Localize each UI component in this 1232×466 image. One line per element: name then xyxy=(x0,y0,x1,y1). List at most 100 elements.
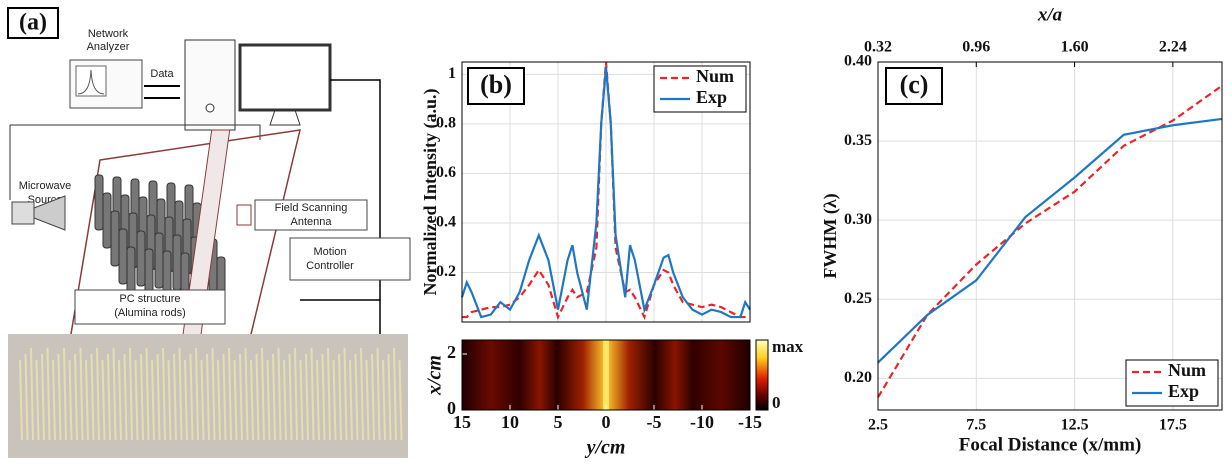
photo-rod xyxy=(376,347,381,441)
rod xyxy=(118,228,128,285)
legend-label: Exp xyxy=(1168,381,1199,401)
photo-rods xyxy=(19,347,403,441)
photo-rod xyxy=(90,353,95,441)
structure-label: (Alumina rods) xyxy=(114,307,186,319)
antenna-label: Antenna xyxy=(291,216,333,228)
cable xyxy=(10,124,261,140)
x-axis-label: Focal Distance (x/mm) xyxy=(959,434,1142,455)
photo-rod xyxy=(206,353,210,441)
y-tick-label: 0.25 xyxy=(844,290,872,307)
photo-rod xyxy=(305,353,309,441)
x-tick-label: -10 xyxy=(690,412,714,432)
photo-rod xyxy=(360,347,364,441)
photo-rod xyxy=(195,347,199,441)
analyzer-label: Network xyxy=(88,28,129,40)
x-tick-label: 17.5 xyxy=(1159,417,1187,434)
plot-frame xyxy=(877,61,1223,411)
rod xyxy=(172,234,182,291)
heatmap-peak xyxy=(603,340,609,410)
y-tick-label: 0.20 xyxy=(844,369,872,386)
x-tick-label: 12.5 xyxy=(1061,417,1089,434)
panel-a: (a) Network Analyzer Data Microwave Sour… xyxy=(7,7,411,458)
photo-rod xyxy=(233,359,238,441)
x-tick-label: 10 xyxy=(501,412,519,432)
x-tick-label: 7.5 xyxy=(966,417,986,434)
photo-rod xyxy=(266,359,271,441)
photo-rod xyxy=(288,353,293,441)
photo-rod xyxy=(167,359,172,441)
analyzer-trace xyxy=(77,69,105,95)
photo-rod xyxy=(398,359,403,441)
photo-rod xyxy=(327,347,331,441)
computer-button xyxy=(205,103,215,113)
plot-frame xyxy=(461,61,751,323)
photo-rod xyxy=(393,347,397,441)
monitor-stand xyxy=(269,109,301,126)
colorbar xyxy=(755,339,769,411)
colorbar-label: 0 xyxy=(772,393,781,412)
photo-rod xyxy=(79,347,84,441)
photo-rod xyxy=(354,353,359,441)
photo-rod xyxy=(310,347,315,441)
x2-tick-label: 1.60 xyxy=(1061,39,1089,56)
photo-rod xyxy=(112,347,117,441)
photo-rod xyxy=(52,359,56,441)
x2-axis-label: x/a xyxy=(1037,4,1063,25)
photo-rod xyxy=(96,347,100,441)
photo-rod xyxy=(74,353,78,441)
rod xyxy=(136,230,146,287)
photo-rod xyxy=(217,359,221,441)
monitor xyxy=(238,43,332,112)
photo-rod xyxy=(222,353,227,441)
photo-rod xyxy=(316,359,320,441)
photo-rod xyxy=(250,359,254,441)
line-series xyxy=(460,66,751,319)
legend-label: Exp xyxy=(696,87,727,107)
photo-rod xyxy=(277,347,282,441)
rod xyxy=(110,210,120,267)
photo-rod xyxy=(57,353,62,441)
photo-rod xyxy=(156,353,161,441)
rod xyxy=(94,174,104,231)
legend-label: Num xyxy=(696,66,734,86)
panel-label: (a) xyxy=(19,10,47,36)
y-tick-label: 2 xyxy=(447,342,456,362)
antenna xyxy=(236,204,252,226)
controller-label: Motion xyxy=(313,246,346,258)
photo-rod xyxy=(68,359,73,441)
plot-area xyxy=(878,62,1222,410)
photo-rod xyxy=(134,359,139,441)
colorbar-label: max xyxy=(772,337,804,356)
photo-rod xyxy=(294,347,298,441)
photo-rod xyxy=(145,347,150,441)
photo-rod xyxy=(30,347,34,441)
x-axis-label: y/cm xyxy=(585,437,626,459)
rods xyxy=(94,174,226,313)
photo-rod xyxy=(189,353,194,441)
x2-tick-label: 0.96 xyxy=(962,39,990,56)
source-label: Microwave xyxy=(19,180,72,192)
structure-box xyxy=(74,289,226,325)
photo-rod xyxy=(365,359,370,441)
photo-rod xyxy=(101,359,106,441)
controller-box xyxy=(289,237,411,281)
photo-rod xyxy=(63,347,67,441)
legend-box xyxy=(653,65,747,113)
photo-rod xyxy=(332,359,337,441)
x2-tick-label: 2.24 xyxy=(1159,39,1187,56)
computer xyxy=(184,39,236,131)
x-tick-label: 15 xyxy=(453,412,471,432)
y-tick-label: 0.30 xyxy=(844,211,872,228)
photo-rod xyxy=(19,359,23,441)
x-tick-label: 0 xyxy=(602,412,611,432)
photo-rod xyxy=(283,359,287,441)
y-axis-label: Normalized Intensity (a.u.) xyxy=(420,89,441,296)
x-tick-label: 2.5 xyxy=(868,417,888,434)
photo-rod xyxy=(387,353,392,441)
antenna-label: Field Scanning xyxy=(275,202,348,214)
photo-rod xyxy=(299,359,304,441)
panel-label: (b) xyxy=(480,70,512,99)
y-axis-label: FWHM (λ) xyxy=(820,193,841,278)
photo-rod xyxy=(118,359,122,441)
